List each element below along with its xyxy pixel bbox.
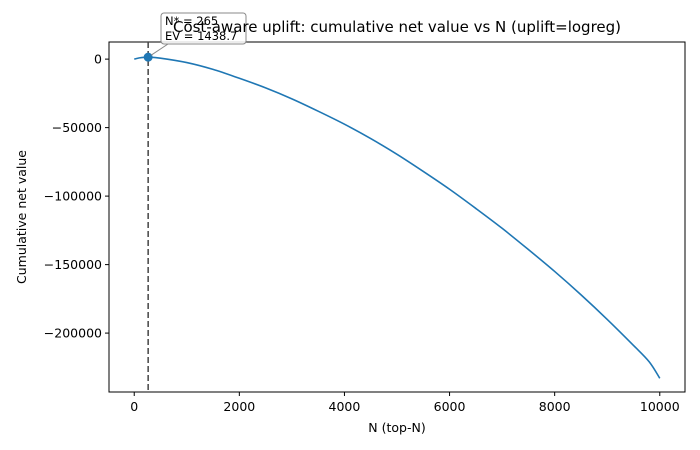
x-tick-label: 10000 [640, 399, 680, 414]
marker-layer [143, 42, 153, 392]
x-tick-label: 6000 [434, 399, 466, 414]
y-tick-label: −200000 [44, 326, 102, 341]
y-axis-ticks: 0 −50000 −100000 −150000 −200000 [44, 52, 109, 341]
annotation-line-n-star: N* = 265 [165, 14, 218, 28]
y-tick-label: −150000 [44, 257, 102, 272]
annotation-line-ev: EV = 1438.7 [165, 29, 237, 43]
net-value-line [134, 56, 661, 379]
plot-area-frame [108, 41, 686, 393]
optimum-annotation: N* = 265 EV = 1438.7 [150, 12, 247, 56]
x-tick-label: 2000 [223, 399, 255, 414]
series-layer [134, 56, 661, 379]
y-tick-label: −50000 [52, 120, 102, 135]
x-axis-label: N (top-N) [368, 420, 425, 435]
y-axis-label: Cumulative net value [14, 150, 29, 284]
chart-title: Cost-aware uplift: cumulative net value … [173, 18, 621, 36]
x-axis-ticks: 0 2000 4000 6000 8000 10000 [130, 392, 680, 414]
x-tick-label: 4000 [329, 399, 361, 414]
y-tick-label: −100000 [44, 189, 102, 204]
optimum-point [143, 52, 153, 62]
x-tick-label: 0 [130, 399, 138, 414]
annotation-arrow [150, 43, 169, 56]
y-tick-label: 0 [94, 52, 102, 67]
annotation-box [160, 12, 247, 45]
x-tick-label: 8000 [539, 399, 571, 414]
